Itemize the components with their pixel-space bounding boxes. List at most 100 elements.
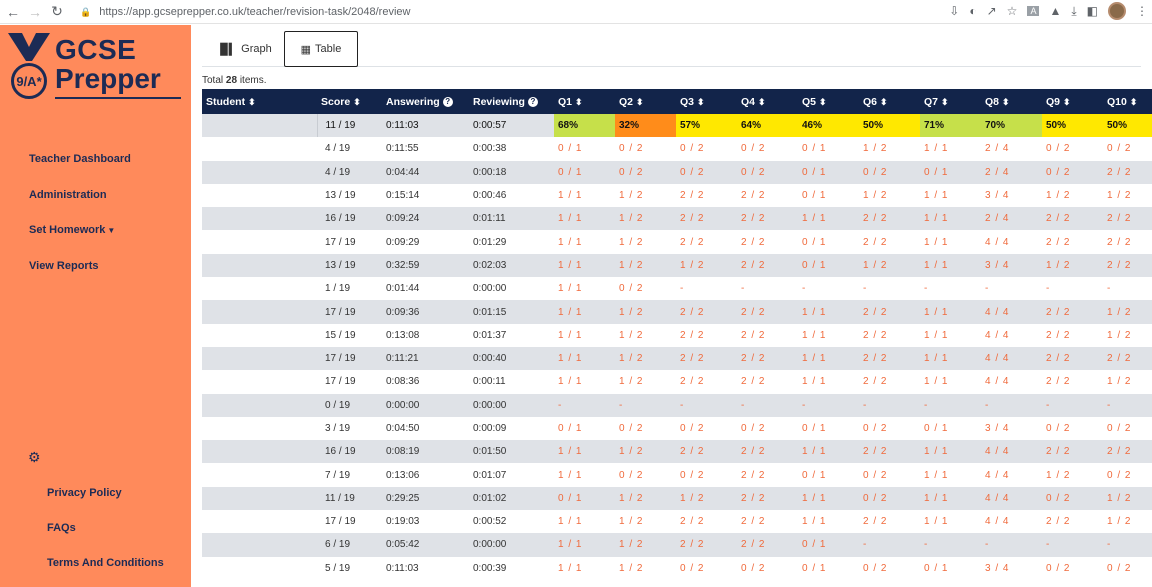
logo-underline (55, 97, 181, 99)
question-score-cell: 2 / 2 (737, 230, 798, 254)
extension-a-icon[interactable]: A (1027, 6, 1040, 16)
help-icon[interactable]: ? (442, 96, 453, 107)
sort-icon[interactable]: ⬍ (819, 96, 827, 107)
back-icon[interactable]: ← (6, 3, 20, 20)
sort-icon[interactable]: ⬍ (353, 96, 361, 107)
sidepanel-icon[interactable]: ◧ (1086, 4, 1098, 18)
question-score-cell: 2 / 2 (676, 346, 737, 371)
column-header-q10[interactable]: Q10 ⬍ (1103, 89, 1152, 114)
column-header-student[interactable]: Student ⬍ (202, 89, 317, 114)
help-icon[interactable]: ? (527, 96, 538, 107)
sort-icon[interactable]: ⬍ (941, 96, 949, 107)
question-score-cell: 2 / 2 (859, 440, 920, 464)
nav-administration[interactable]: Administration (29, 189, 107, 201)
gear-icon[interactable]: ⚙ (28, 449, 41, 465)
address-bar[interactable]: 🔒 https://app.gcseprepper.co.uk/teacher/… (80, 2, 910, 22)
column-header-q3[interactable]: Q3 ⬍ (676, 89, 737, 114)
sort-icon[interactable]: ⬍ (1002, 96, 1010, 107)
column-header-q8[interactable]: Q8 ⬍ (981, 89, 1042, 114)
gcse-prepper-logo[interactable]: 9/A* GCSE Prepper (8, 33, 184, 101)
tab-table-label: Table (315, 43, 342, 55)
sort-icon[interactable]: ⬍ (636, 96, 644, 107)
column-header-reviewing[interactable]: Reviewing? (469, 89, 554, 114)
question-score-cell: 0 / 1 (798, 533, 859, 557)
nav-set-homework[interactable]: Set Homework ▼ (29, 224, 115, 236)
extensions-puzzle-icon[interactable]: ▲ (1049, 4, 1062, 18)
answering-cell: 0:09:29 (382, 230, 469, 254)
column-header-q5[interactable]: Q5 ⬍ (798, 89, 859, 114)
sort-icon[interactable]: ⬍ (758, 96, 766, 107)
question-score-cell: 1 / 2 (1042, 253, 1103, 278)
column-header-label: Q10 (1107, 95, 1127, 108)
menu-kebab-icon[interactable]: ⋮ (1136, 4, 1148, 18)
sort-icon[interactable]: ⬍ (880, 96, 888, 107)
question-score-cell: 1 / 1 (920, 486, 981, 511)
tab-graph[interactable]: ▉▍ Graph (210, 31, 282, 67)
tab-table[interactable]: ▦ Table (284, 31, 358, 67)
nav-terms[interactable]: Terms And Conditions (47, 557, 164, 569)
performance-icon[interactable]: ◐ (969, 4, 977, 18)
column-header-q9[interactable]: Q9 ⬍ (1042, 89, 1103, 114)
question-score-cell: - (676, 393, 737, 417)
install-icon[interactable]: ⇩ (949, 4, 960, 18)
question-score-cell: - (798, 277, 859, 301)
profile-avatar[interactable] (1108, 2, 1126, 20)
student-cell (202, 323, 317, 347)
download-icon[interactable]: ⤓ (1071, 3, 1077, 18)
question-score-cell: - (676, 277, 737, 301)
sort-icon[interactable]: ⬍ (1129, 96, 1138, 107)
column-header-q6[interactable]: Q6 ⬍ (859, 89, 920, 114)
sort-icon[interactable]: ⬍ (697, 96, 705, 107)
sort-icon[interactable]: ⬍ (1063, 96, 1071, 107)
nav-view-reports[interactable]: View Reports (29, 260, 99, 272)
nav-privacy-policy[interactable]: Privacy Policy (47, 487, 122, 499)
score-cell: 15 / 19 (317, 323, 382, 347)
nav-faqs[interactable]: FAQs (47, 522, 76, 534)
forward-icon[interactable]: → (28, 3, 42, 20)
share-icon[interactable]: ↗ (986, 4, 997, 18)
question-score-cell: 1 / 1 (920, 346, 981, 371)
question-score-cell: 1 / 1 (554, 207, 615, 231)
column-header-label: Q4 (741, 95, 756, 108)
question-score-cell: 2 / 2 (1042, 207, 1103, 231)
question-score-cell: 4 / 4 (981, 510, 1042, 534)
reload-icon[interactable]: ↻ (51, 3, 63, 19)
sort-icon[interactable]: ⬍ (575, 96, 583, 107)
nav-teacher-dashboard[interactable]: Teacher Dashboard (29, 153, 131, 165)
reviewing-cell: 0:00:40 (469, 346, 554, 371)
column-header-q4[interactable]: Q4 ⬍ (737, 89, 798, 114)
column-header-answering[interactable]: Answering? (382, 89, 469, 114)
column-header-q2[interactable]: Q2 ⬍ (615, 89, 676, 114)
sort-icon[interactable]: ⬍ (248, 96, 256, 107)
column-header-score[interactable]: Score ⬍ (317, 89, 382, 114)
student-cell (202, 277, 317, 301)
answering-cell: 0:01:44 (382, 277, 469, 301)
column-header-q7[interactable]: Q7 ⬍ (920, 89, 981, 114)
question-score-cell: 2 / 2 (1042, 300, 1103, 324)
reviewing-cell: 0:00:00 (469, 393, 554, 417)
bookmark-star-icon[interactable]: ☆ (1006, 4, 1018, 18)
question-score-cell: 0 / 2 (615, 416, 676, 441)
tab-graph-label: Graph (241, 43, 272, 55)
table-row[interactable]: 0 / 19 0:00:00 0:00:00- - - - - - - - - - (202, 393, 1152, 417)
question-score-cell: 1 / 1 (554, 463, 615, 487)
column-header-q1[interactable]: Q1 ⬍ (554, 89, 615, 114)
